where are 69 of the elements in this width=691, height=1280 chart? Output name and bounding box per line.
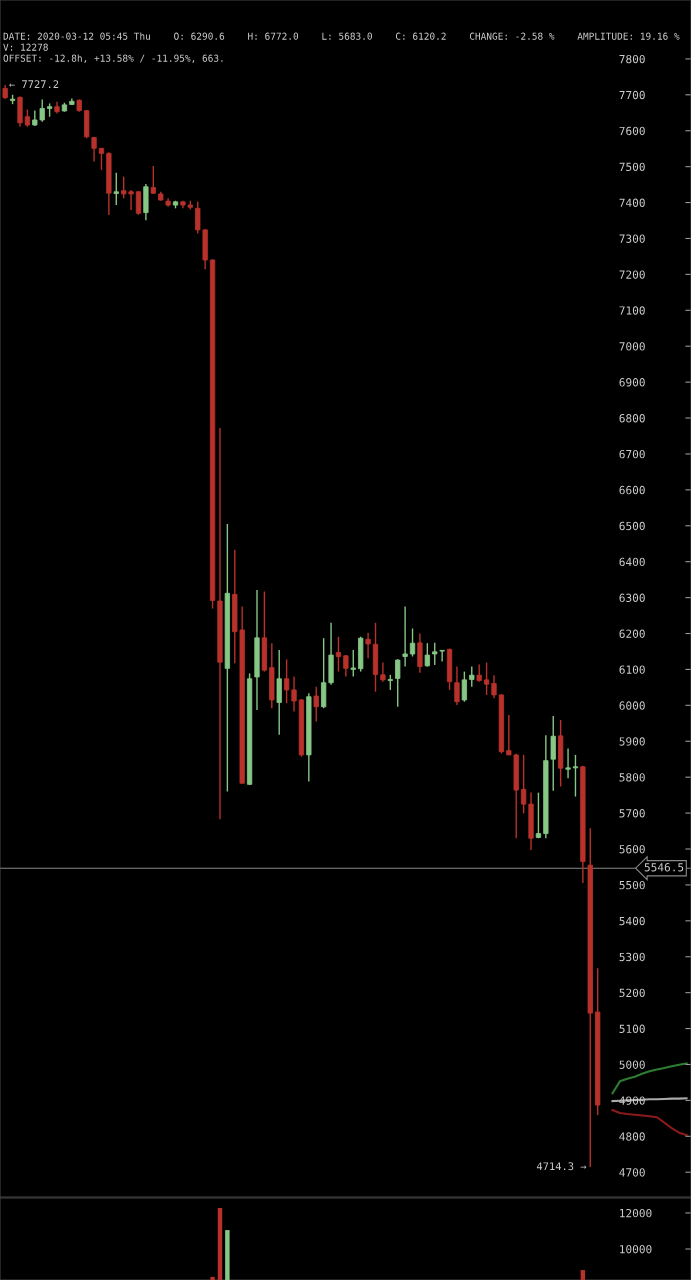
candlestick bbox=[365, 632, 371, 659]
y-tick-label: 5300 bbox=[619, 952, 645, 962]
y-tick-label: 6700 bbox=[619, 449, 645, 459]
candlestick bbox=[483, 661, 490, 696]
y-tick-label: 6400 bbox=[619, 557, 645, 567]
y-tick-label: 6300 bbox=[619, 593, 645, 603]
candlestick bbox=[417, 632, 423, 674]
candlestick bbox=[535, 791, 542, 839]
candlestick bbox=[350, 649, 356, 678]
y-tick-label: 7700 bbox=[619, 90, 645, 100]
y-tick-label: 7800 bbox=[619, 54, 645, 64]
annotation: ← 7727.2 bbox=[9, 80, 59, 88]
candlestick bbox=[91, 136, 97, 163]
y-tick-label: 5400 bbox=[619, 916, 645, 926]
candlestick bbox=[276, 649, 282, 736]
candlestick bbox=[469, 665, 475, 688]
candlestick bbox=[335, 636, 342, 673]
candlestick bbox=[291, 675, 297, 713]
y-tick-label: 7200 bbox=[619, 270, 645, 279]
candlestick bbox=[461, 670, 468, 703]
ref-line-label: 5546.5 bbox=[644, 863, 684, 872]
candlestick bbox=[491, 674, 497, 699]
y-tick-label: 6200 bbox=[619, 629, 645, 638]
line-series bbox=[611, 1062, 688, 1095]
y-tick-label: 4800 bbox=[619, 1132, 645, 1141]
y-tick-label: 7400 bbox=[619, 198, 645, 207]
y-tick-label: 12000 bbox=[620, 1208, 652, 1218]
y-tick-label: 7500 bbox=[619, 162, 645, 172]
candlestick bbox=[402, 605, 408, 668]
candlestick bbox=[343, 654, 349, 678]
candlestick bbox=[476, 663, 482, 683]
y-tick-label: 10000 bbox=[620, 1245, 652, 1254]
annotation: OFFSET: -12.8h, +13.58% / -11.95%, 663. bbox=[3, 54, 223, 63]
y-tick-label: 6500 bbox=[619, 521, 645, 531]
y-tick-label: 7000 bbox=[619, 342, 645, 351]
candlestick bbox=[454, 665, 460, 706]
annotation: DATE: 2020-03-12 05:45 Thu O: 6290.6 H: 6772.0 L: 5683.0 C: 6120.2 CHANGE: -2.58 % AMPLITUDE: 19.16 % bbox=[3, 32, 680, 40]
candlestick bbox=[380, 661, 386, 683]
annotation: V: 12278 bbox=[3, 43, 48, 51]
y-tick-label: 6900 bbox=[619, 378, 645, 387]
annotation: 4714.3 → bbox=[536, 1162, 587, 1171]
y-tick-label: 5500 bbox=[619, 880, 645, 890]
y-tick-label: 5900 bbox=[619, 737, 645, 746]
candlestick bbox=[395, 658, 401, 708]
y-tick-label: 6000 bbox=[619, 701, 645, 710]
y-tick-label: 5600 bbox=[619, 845, 645, 854]
candlestick bbox=[424, 642, 430, 668]
candlestick bbox=[313, 685, 319, 723]
y-tick-label: 7600 bbox=[619, 126, 645, 136]
candlestick bbox=[520, 754, 527, 815]
y-tick-label: 5200 bbox=[619, 988, 645, 998]
candlestick bbox=[572, 754, 579, 798]
y-tick-label: 5100 bbox=[619, 1024, 645, 1033]
y-tick-label: 6600 bbox=[619, 485, 645, 495]
candlestick bbox=[565, 747, 571, 779]
y-tick-label: 5800 bbox=[619, 773, 645, 782]
y-tick-label: 7300 bbox=[619, 234, 645, 243]
candlestick bbox=[150, 165, 156, 195]
candlestick bbox=[283, 658, 290, 704]
candlestick bbox=[135, 190, 142, 216]
y-tick-label: 6100 bbox=[619, 665, 645, 674]
candlestick bbox=[113, 172, 119, 206]
y-tick-label: 6800 bbox=[619, 414, 645, 423]
y-tick-label: 4700 bbox=[619, 1168, 645, 1177]
candlestick bbox=[409, 627, 416, 658]
candlestick bbox=[550, 715, 556, 792]
y-tick-label: 5700 bbox=[619, 809, 645, 818]
y-tick-label: 7100 bbox=[619, 306, 645, 315]
y-tick-label: 5000 bbox=[619, 1060, 645, 1069]
